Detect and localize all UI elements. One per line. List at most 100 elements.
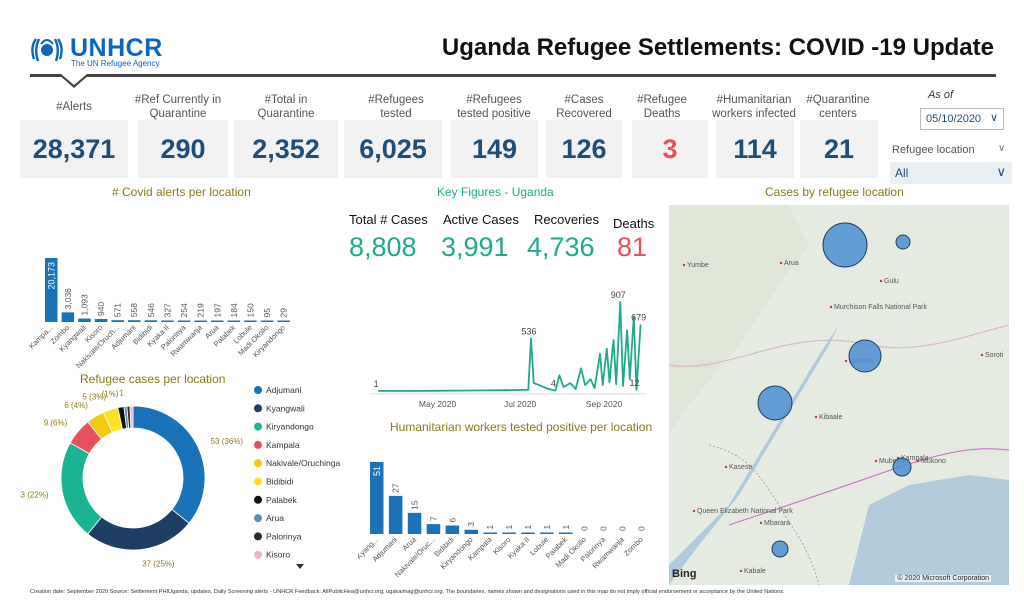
bar-6 [128,320,141,322]
map-place-label: Kampala [901,455,929,462]
donut-legend: Adjumani Kyangwali Kiryandongo Kampala Nakiv… [254,385,340,569]
map-place-dot [692,509,696,513]
bar-4 [426,524,441,534]
refugee-cases-donut-chart: 53 (36%) 37 (25%) 33 (22%) 9 (6%) 6 (4%)5 (3… [20,390,244,569]
donut-chart-title: Refugee cases per location [80,372,226,386]
bar-3 [78,318,91,322]
key-figures-title: Key Figures - Uganda [437,185,554,199]
map-place-dot [980,353,984,357]
kpi-card-quarantine-centers[interactable]: 21 [800,120,878,178]
kpi-card-tested-positive[interactable]: 149 [451,120,538,178]
legend-swatch [254,404,262,413]
map-region-west [669,205,809,435]
location-select[interactable]: All ∨ [890,162,1012,184]
kpi-card-recovered[interactable]: 126 [546,120,622,178]
bar-value-label: 7 [428,516,438,521]
legend-scroll-down-icon[interactable] [296,564,304,569]
kpi-label-quarantine-total: #Total in Quarantine [257,94,315,120]
bar-value-label: 29 [279,308,289,318]
hw-chart-title: Humanitarian workers tested positive per… [390,420,653,434]
bar-value-label: 254 [179,303,189,317]
line-data-label: 12 [630,378,640,388]
recoveries-label: Recoveries [534,212,600,227]
donut-slice-label: 53 (36%) [211,437,244,446]
alerts-bar-chart: 20,173Kampa...3,036Zombo1,093Kyangwali94… [27,258,290,370]
legend-swatch [254,550,262,559]
kpi-card-quarantine-total[interactable]: 2,352 [234,120,338,178]
kpi-card-hw-infected[interactable]: 114 [716,120,794,178]
legend-swatch [254,532,262,541]
legend-item-label: Arua [266,513,284,523]
kpi-label-deaths: #Refugee Deaths [637,94,687,120]
legend-item-label: Kampala [266,440,300,450]
x-tick-label: Sep 2020 [586,399,623,409]
donut-slice-label: (1%) [102,390,119,398]
kpi-card-alerts[interactable]: 28,371 [20,120,128,178]
line-data-label: 1 [374,379,379,389]
legend-swatch [254,477,262,486]
bar-5 [111,320,124,322]
chevron-down-icon: ∨ [996,164,1006,179]
map-place-dot [879,279,883,283]
location-filter-label: Refugee location [892,144,975,156]
date-select[interactable]: 05/10/2020 ∨ [920,108,1004,130]
kpi-card-quarantine-current[interactable]: 290 [138,120,228,178]
asof-label: As of [928,89,954,101]
map-title: Cases by refugee location [765,185,904,199]
cases-map[interactable]: Yumbe Arua Gulu Murchison Falls National Pa… [669,205,1009,585]
legend-item-label: Palorinya [266,531,302,541]
donut-slice-label: 5 (3%) [83,392,107,401]
line-data-label: 679 [631,312,646,322]
location-select-value: All [895,166,909,180]
donut-slice-label: 37 (25%) [142,560,175,569]
map-place-label: Yumbe [687,262,709,269]
donut-slice-10 [129,405,134,429]
kpi-value-tested: 6,025 [359,133,427,164]
chevron-down-icon[interactable]: ∨ [998,143,1006,154]
bar-value-label: 0 [617,526,627,531]
donut-slice-3 [60,442,103,535]
kpi-label-tested-positive: #Refugees tested positive [457,94,531,120]
kpi-label-hw-infected: #Humanitarian workers infected [712,94,796,120]
bar-10 [194,320,207,322]
map-place-label: Murchison Falls National Park [834,304,927,311]
bar-value-label: 27 [391,483,401,493]
map-credit: © 2020 Microsoft Corporation [895,575,991,582]
map-case-bubble [892,457,912,477]
map-case-bubble [848,339,882,373]
kpi-card-tested[interactable]: 6,025 [344,120,442,178]
bar-7 [144,320,158,322]
donut-slice-1 [132,405,206,524]
bar-value-label: 95 [262,308,272,318]
bar-5 [445,525,460,534]
line-data-label: 4 [551,379,556,389]
kpi-value-alerts: 28,371 [32,133,116,164]
legend-swatch [254,495,262,504]
kpi-card-deaths[interactable]: 3 [632,120,708,178]
bar-value-label: 571 [113,303,123,317]
chevron-down-icon: ∨ [989,112,998,124]
bar-9 [521,532,535,534]
map-place-dot [829,305,833,309]
donut-slice-label: 6 (4%) [64,401,88,410]
legend-swatch [254,440,262,449]
map-case-bubble [771,540,789,558]
bar-1 [45,258,58,322]
bar-value-label: 1,093 [79,294,89,316]
legend-swatch [254,422,262,431]
bar-1 [370,462,384,534]
deaths-label: Deaths [613,216,655,231]
donut-slice-2 [87,508,190,551]
kpi-value-quarantine-centers: 21 [823,133,855,164]
bar-value-label: 20,173 [46,262,56,290]
map-place-dot [724,465,728,469]
map-place-dot [779,261,783,265]
legend-swatch [254,459,262,468]
x-tick-label: May 2020 [419,399,457,409]
kpi-label-tested: #Refugees tested [368,94,424,120]
bar-value-label: 0 [580,526,590,531]
map-place-dot [739,569,743,573]
donut-slice-label: 33 (22%) [20,490,49,499]
cases-by-date-line-chart: 1 536 4 907 12 679 May 2020 Jul 2020 Sep 2020 [370,290,646,409]
bar-value-label: 150 [245,303,255,317]
